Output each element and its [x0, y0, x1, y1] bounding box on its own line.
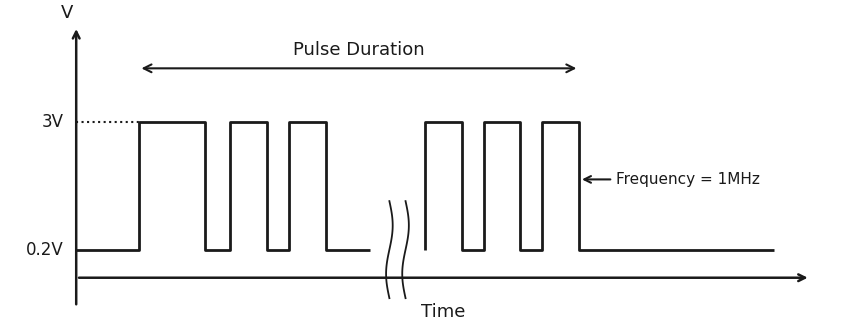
Text: Time: Time — [421, 303, 466, 321]
Text: Frequency = 1MHz: Frequency = 1MHz — [584, 172, 760, 187]
Text: 0.2V: 0.2V — [26, 241, 64, 259]
Text: Pulse Duration: Pulse Duration — [293, 42, 425, 60]
Text: 3V: 3V — [42, 113, 64, 131]
Text: V: V — [61, 4, 73, 22]
